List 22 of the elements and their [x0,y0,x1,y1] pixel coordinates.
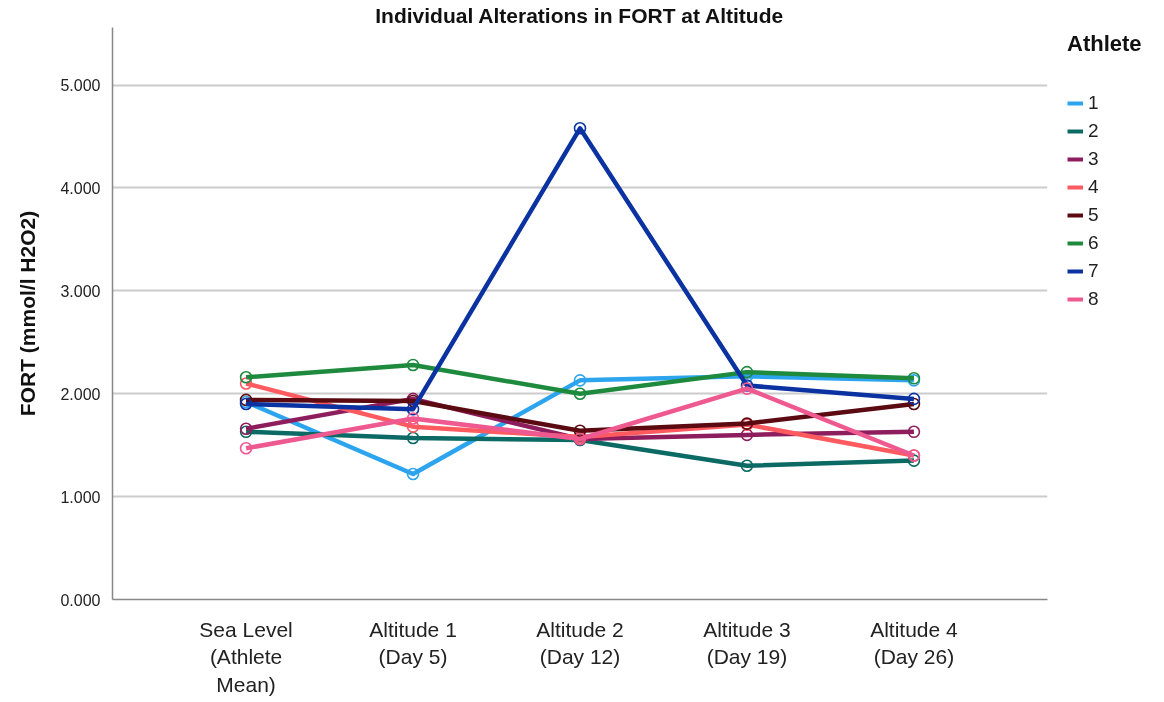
chart-title: Individual Alterations in FORT at Altitude [375,3,784,27]
y-axis-title: FORT (mmol/l H2O2) [16,210,40,417]
x-tick-label: Altitude 3 (Day 19) [703,617,791,669]
legend-label: 6 [1088,232,1100,254]
legend-label: 4 [1088,176,1100,198]
x-tick-label: Altitude 1 (Day 5) [369,617,457,669]
legend-title: Athlete [1067,31,1142,57]
legend-label: 5 [1088,204,1100,226]
y-tick-label: 1.000 [60,488,101,506]
x-tick-label: Altitude 4 (Day 26) [870,617,959,669]
x-tick-label: Altitude 2 (Day 12) [536,617,624,669]
x-tick-label: Sea Level (Athlete Mean) [199,617,293,696]
y-tick-label: 2.000 [60,385,101,403]
legend-label: 2 [1088,120,1100,142]
legend-label: 1 [1088,92,1100,114]
legend-label: 3 [1088,148,1100,170]
legend-label: 7 [1088,260,1100,282]
y-tick-label: 0.000 [60,591,101,609]
y-tick-label: 4.000 [60,179,101,197]
y-tick-label: 5.000 [60,77,101,95]
y-tick-label: 3.000 [60,282,101,300]
legend-label: 8 [1088,288,1100,310]
